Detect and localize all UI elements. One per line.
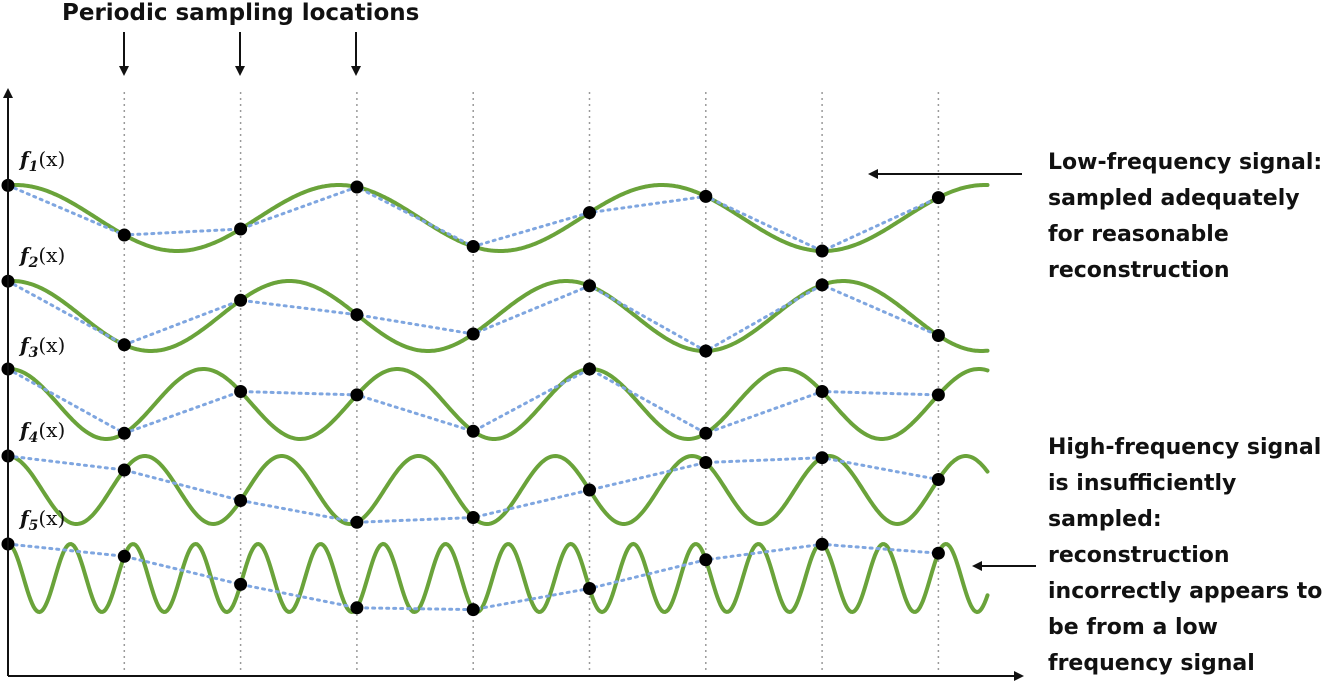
signal-label-f4: f4(x)	[20, 418, 65, 446]
signal-label-argument: (x)	[38, 243, 66, 267]
note-line: be from a low	[1048, 615, 1218, 640]
sample-point	[815, 244, 829, 258]
note-line: reconstruction	[1048, 258, 1230, 283]
sample-point	[583, 279, 596, 293]
note-line: sampled adequately	[1048, 186, 1300, 211]
sample-point	[931, 329, 945, 342]
sample-point	[583, 362, 596, 376]
sample-point	[350, 180, 364, 194]
signal-label-subscript: 3	[28, 345, 39, 361]
sample-point	[583, 483, 596, 497]
signal-f3	[1, 362, 990, 441]
signal-label-argument: (x)	[38, 506, 66, 530]
note-line: sampled:	[1048, 507, 1162, 532]
signal-label-subscript: 4	[28, 430, 39, 446]
signal-label-f1: f1(x)	[20, 147, 65, 175]
note-line: is insufficiently	[1048, 471, 1237, 496]
sample-point	[234, 385, 248, 398]
sample-point	[699, 553, 713, 567]
sample-point	[117, 463, 131, 477]
sample-point	[466, 603, 480, 617]
sample-point	[815, 278, 829, 292]
sample-point	[699, 344, 713, 358]
note-arrows	[868, 169, 1036, 571]
sample-point	[234, 494, 248, 507]
sample-point	[117, 549, 131, 563]
sample-point	[466, 511, 480, 524]
signal-curve	[6, 541, 990, 615]
sample-point	[117, 338, 131, 352]
signal-label-name: f	[20, 333, 29, 357]
sample-point	[350, 308, 364, 322]
signal-f5	[1, 537, 990, 617]
sample-point	[699, 426, 713, 440]
signal-label-subscript: 5	[28, 518, 39, 534]
signal-label-argument: (x)	[38, 147, 66, 171]
axes	[2, 88, 1024, 681]
sample-point	[350, 515, 364, 529]
sample-point	[117, 228, 131, 242]
signal-curve	[6, 453, 990, 527]
signal-f4	[1, 449, 990, 529]
sample-point	[234, 222, 248, 236]
sample-point	[931, 388, 945, 402]
sample-point	[466, 240, 480, 253]
signals	[1, 178, 990, 617]
sample-point	[815, 451, 829, 465]
note-line: for reasonable	[1048, 222, 1229, 247]
signal-label-name: f	[20, 243, 29, 267]
sample-point	[234, 293, 248, 307]
sample-point	[234, 577, 248, 591]
signal-label-name: f	[20, 147, 29, 171]
signal-label-argument: (x)	[38, 418, 66, 442]
note-line: reconstruction	[1048, 543, 1230, 568]
signal-f2	[1, 274, 990, 358]
sample-point	[583, 582, 596, 595]
sample-point	[466, 424, 480, 438]
sample-point	[583, 206, 596, 220]
sample-point	[815, 537, 829, 551]
sample-point	[350, 388, 364, 402]
sample-point	[117, 426, 131, 440]
sample-point	[699, 456, 713, 469]
note-line: incorrectly appears to	[1048, 579, 1323, 604]
reconstruction-line	[6, 367, 940, 435]
sample-point	[699, 189, 713, 203]
sample-point	[815, 385, 829, 398]
signal-label-name: f	[20, 506, 29, 530]
sample-point	[931, 473, 945, 486]
sampling-guides	[123, 92, 940, 672]
signal-label-subscript: 2	[28, 255, 39, 271]
sample-point	[466, 327, 480, 341]
signal-curve	[6, 183, 990, 253]
sampling-title: Periodic sampling locations	[62, 0, 420, 26]
signal-label-name: f	[20, 418, 29, 442]
note-line: High-frequency signal	[1048, 435, 1322, 460]
signal-label-f3: f3(x)	[20, 333, 65, 361]
sample-point	[931, 191, 945, 205]
note-line: Low-frequency signal:	[1048, 150, 1323, 175]
signal-label-argument: (x)	[38, 333, 66, 357]
high-frequency-note: High-frequency signal is insufficiently …	[1048, 430, 1322, 682]
signal-label-f2: f2(x)	[20, 243, 65, 271]
note-line: frequency signal	[1048, 651, 1255, 676]
sample-point	[931, 546, 945, 560]
low-frequency-note: Low-frequency signal: sampled adequately…	[1048, 145, 1322, 289]
sample-point	[350, 601, 364, 615]
signal-curve	[6, 367, 990, 441]
signal-label-f5: f5(x)	[20, 506, 65, 534]
sampling-location-arrows	[119, 32, 361, 76]
signal-label-subscript: 1	[28, 159, 39, 175]
signal-f1	[1, 178, 990, 258]
